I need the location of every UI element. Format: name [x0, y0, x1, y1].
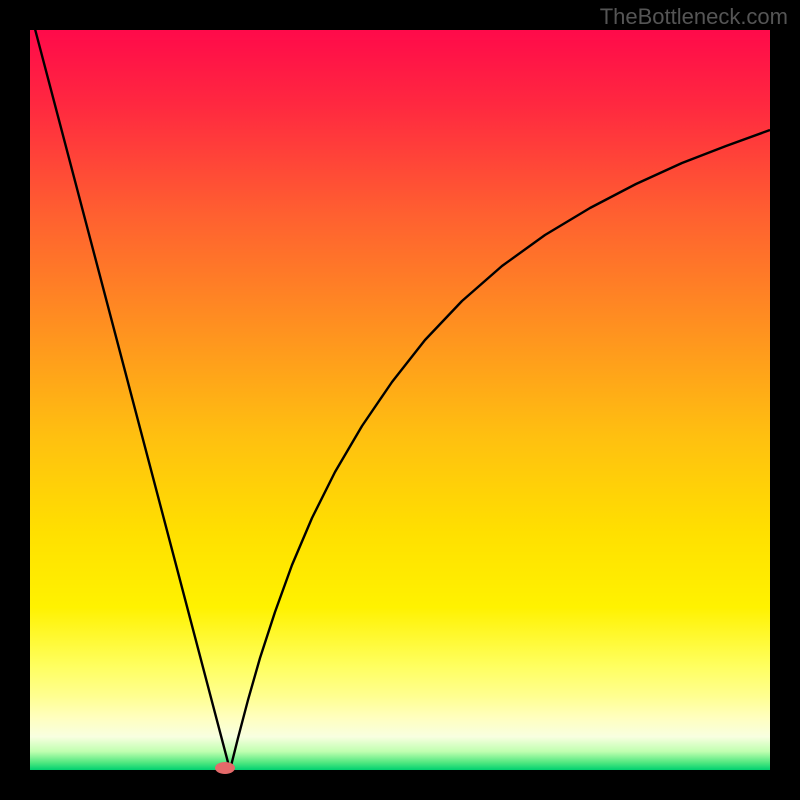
minimum-marker	[215, 762, 235, 774]
plot-background	[30, 30, 770, 770]
watermark-text: TheBottleneck.com	[600, 4, 788, 30]
chart-svg	[0, 0, 800, 800]
chart-container: TheBottleneck.com	[0, 0, 800, 800]
